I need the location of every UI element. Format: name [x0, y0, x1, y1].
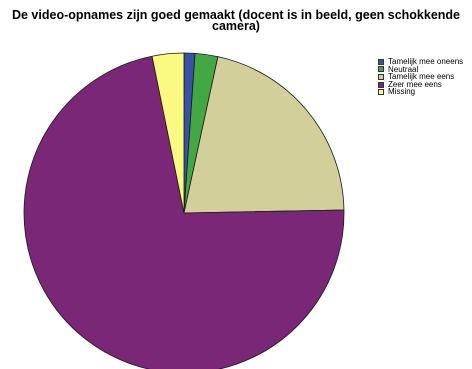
- legend-item-0: Tamelijk mee oneens: [378, 58, 463, 66]
- chart-title-line-2: camera): [212, 19, 260, 33]
- legend-swatch-3: [378, 81, 384, 88]
- pie-slice-3: [23, 55, 345, 369]
- legend-swatch-2: [378, 73, 384, 80]
- chart-title-line-1: De video-opnames zijn goed gemaakt (doce…: [11, 8, 461, 22]
- legend-swatch-4: [378, 89, 384, 96]
- legend-item-1: Neutraal: [378, 64, 463, 74]
- legend-label-0: Tamelijk mee oneens: [388, 57, 464, 66]
- legend-label-2: Tamelijk mee eens: [388, 72, 455, 82]
- pie-slices: [23, 52, 345, 369]
- pie-slice-2: [183, 56, 345, 214]
- legend-swatch-0: [378, 58, 384, 65]
- legend-label-3: Zeer mee eens: [388, 79, 442, 89]
- legend-label-1: Neutraal: [388, 64, 419, 74]
- legend-label-4: Missing: [388, 87, 416, 97]
- pie-slice-4: [151, 52, 185, 214]
- legend-item-3: Zeer mee eens: [378, 79, 463, 89]
- legend-item-4: Missing: [378, 88, 463, 96]
- legend-item-2: Tamelijk mee eens: [378, 73, 463, 81]
- legend: Tamelijk mee oneens Neutraal Tamelijk mee …: [378, 58, 463, 96]
- chart-title: De video-opnames zijn goed gemaakt (doce…: [0, 8, 472, 33]
- legend-swatch-1: [378, 66, 384, 73]
